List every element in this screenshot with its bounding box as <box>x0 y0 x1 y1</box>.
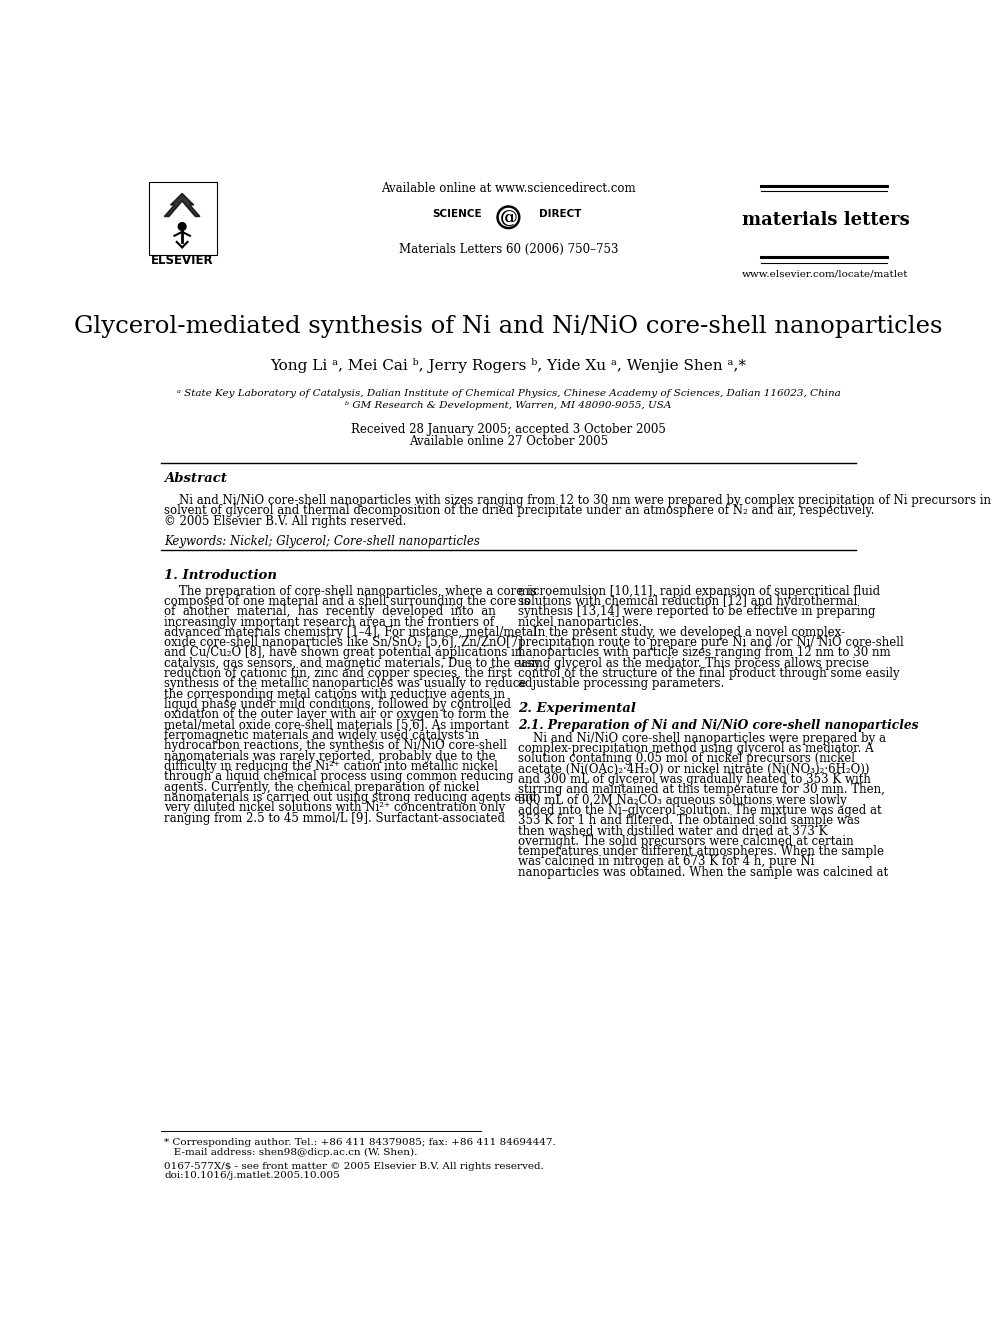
Text: hydrocarbon reactions, the synthesis of Ni/NiO core-shell: hydrocarbon reactions, the synthesis of … <box>165 740 507 753</box>
Text: Abstract: Abstract <box>165 472 227 484</box>
Text: difficulty in reducing the Ni²⁺ cation into metallic nickel: difficulty in reducing the Ni²⁺ cation i… <box>165 759 498 773</box>
Text: doi:10.1016/j.matlet.2005.10.005: doi:10.1016/j.matlet.2005.10.005 <box>165 1171 340 1180</box>
Text: In the present study, we developed a novel complex-: In the present study, we developed a nov… <box>518 626 845 639</box>
Text: SCIENCE: SCIENCE <box>433 209 482 220</box>
Text: Ni and Ni/NiO core-shell nanoparticles with sizes ranging from 12 to 30 nm were : Ni and Ni/NiO core-shell nanoparticles w… <box>165 493 992 507</box>
Text: control of the structure of the final product through some easily: control of the structure of the final pr… <box>518 667 900 680</box>
Text: precipitation route to prepare pure Ni and /or Ni/ NiO core-shell: precipitation route to prepare pure Ni a… <box>518 636 904 650</box>
Text: oxidation of the outer layer with air or oxygen to form the: oxidation of the outer layer with air or… <box>165 708 509 721</box>
Text: solvent of glycerol and thermal decomposition of the dried precipitate under an : solvent of glycerol and thermal decompos… <box>165 504 875 517</box>
Text: synthesis [13,14] were reported to be effective in preparing: synthesis [13,14] were reported to be ef… <box>518 605 875 618</box>
Text: 1. Introduction: 1. Introduction <box>165 569 278 582</box>
Text: synthesis of the metallic nanoparticles was usually to reduce: synthesis of the metallic nanoparticles … <box>165 677 527 691</box>
Text: nanoparticles with particle sizes ranging from 12 nm to 30 nm: nanoparticles with particle sizes rangin… <box>518 647 891 659</box>
Text: the corresponding metal cations with reductive agents in: the corresponding metal cations with red… <box>165 688 505 701</box>
Text: using glycerol as the mediator. This process allows precise: using glycerol as the mediator. This pro… <box>518 656 869 669</box>
Text: stirring and maintained at this temperature for 30 min. Then,: stirring and maintained at this temperat… <box>518 783 885 796</box>
Text: adjustable processing parameters.: adjustable processing parameters. <box>518 677 724 691</box>
Text: Received 28 January 2005; accepted 3 October 2005: Received 28 January 2005; accepted 3 Oct… <box>351 423 666 437</box>
Text: complex-precipitation method using glycerol as mediator. A: complex-precipitation method using glyce… <box>518 742 873 755</box>
Text: nickel nanoparticles.: nickel nanoparticles. <box>518 615 642 628</box>
Text: ·: · <box>541 209 543 218</box>
Text: DIRECT: DIRECT <box>539 209 581 220</box>
Text: and 300 mL of glycerol was gradually heated to 353 K with: and 300 mL of glycerol was gradually hea… <box>518 773 871 786</box>
Text: ferromagnetic materials and widely used catalysts in: ferromagnetic materials and widely used … <box>165 729 479 742</box>
Text: and Cu/Cu₂O [8], have shown great potential applications in: and Cu/Cu₂O [8], have shown great potent… <box>165 647 523 659</box>
Text: metal/metal oxide core-shell materials [5,6]. As important: metal/metal oxide core-shell materials [… <box>165 718 509 732</box>
Text: overnight. The solid precursors were calcined at certain: overnight. The solid precursors were cal… <box>518 835 853 848</box>
Text: 353 K for 1 h and filtered. The obtained solid sample was: 353 K for 1 h and filtered. The obtained… <box>518 814 860 827</box>
Text: Glycerol-mediated synthesis of Ni and Ni/NiO core-shell nanoparticles: Glycerol-mediated synthesis of Ni and Ni… <box>74 315 942 339</box>
Text: Yong Li ᵃ, Mei Cai ᵇ, Jerry Rogers ᵇ, Yide Xu ᵃ, Wenjie Shen ᵃ,*: Yong Li ᵃ, Mei Cai ᵇ, Jerry Rogers ᵇ, Yi… <box>271 357 746 373</box>
Text: * Corresponding author. Tel.: +86 411 84379085; fax: +86 411 84694447.: * Corresponding author. Tel.: +86 411 84… <box>165 1138 557 1147</box>
Polygon shape <box>165 193 200 217</box>
Text: Ni and Ni/NiO core-shell nanoparticles were prepared by a: Ni and Ni/NiO core-shell nanoparticles w… <box>518 732 886 745</box>
Text: 500 mL of 0.2M Na₂CO₃ aqueous solutions were slowly: 500 mL of 0.2M Na₂CO₃ aqueous solutions … <box>518 794 846 807</box>
Text: nanoparticles was obtained. When the sample was calcined at: nanoparticles was obtained. When the sam… <box>518 865 888 878</box>
Text: 2. Experimental: 2. Experimental <box>518 701 636 714</box>
Text: E-mail address: shen98@dicp.ac.cn (W. Shen).: E-mail address: shen98@dicp.ac.cn (W. Sh… <box>165 1148 418 1158</box>
Text: microemulsion [10,11], rapid expansion of supercritical fluid: microemulsion [10,11], rapid expansion o… <box>518 585 880 598</box>
Text: 0167-577X/$ - see front matter © 2005 Elsevier B.V. All rights reserved.: 0167-577X/$ - see front matter © 2005 El… <box>165 1162 545 1171</box>
Text: oxide core-shell nanoparticles like Sn/SnO₂ [5,6], Zn/ZnO[7]: oxide core-shell nanoparticles like Sn/S… <box>165 636 523 650</box>
Text: composed of one material and a shell surrounding the core is: composed of one material and a shell sur… <box>165 595 530 607</box>
Text: solution containing 0.05 mol of nickel precursors (nickel: solution containing 0.05 mol of nickel p… <box>518 753 855 765</box>
Text: added into the Ni–glycerol solution. The mixture was aged at: added into the Ni–glycerol solution. The… <box>518 804 881 816</box>
Circle shape <box>179 222 186 230</box>
Text: Available online 27 October 2005: Available online 27 October 2005 <box>409 435 608 448</box>
Text: reduction of cationic tin, zinc and copper species, the first: reduction of cationic tin, zinc and copp… <box>165 667 512 680</box>
Text: The preparation of core-shell nanoparticles, where a core is: The preparation of core-shell nanopartic… <box>165 585 537 598</box>
Text: of  another  material,  has  recently  developed  into  an: of another material, has recently develo… <box>165 605 496 618</box>
Text: ranging from 2.5 to 45 mmol/L [9]. Surfactant-associated: ranging from 2.5 to 45 mmol/L [9]. Surfa… <box>165 811 505 824</box>
Text: then washed with distilled water and dried at 373 K: then washed with distilled water and dri… <box>518 824 827 837</box>
Text: ᵇ GM Research & Development, Warren, MI 48090-9055, USA: ᵇ GM Research & Development, Warren, MI … <box>345 401 672 410</box>
Text: solutions with chemical reduction [12] and hydrothermal: solutions with chemical reduction [12] a… <box>518 595 857 607</box>
Text: through a liquid chemical process using common reducing: through a liquid chemical process using … <box>165 770 514 783</box>
Text: 2.1. Preparation of Ni and Ni/NiO core-shell nanoparticles: 2.1. Preparation of Ni and Ni/NiO core-s… <box>518 718 919 732</box>
Text: increasingly important research area in the frontiers of: increasingly important research area in … <box>165 615 494 628</box>
Text: was calcined in nitrogen at 673 K for 4 h, pure Ni: was calcined in nitrogen at 673 K for 4 … <box>518 856 814 868</box>
Text: Materials Letters 60 (2006) 750–753: Materials Letters 60 (2006) 750–753 <box>399 243 618 257</box>
Text: @: @ <box>499 210 518 228</box>
Text: Available online at www.sciencedirect.com: Available online at www.sciencedirect.co… <box>381 181 636 194</box>
Text: very diluted nickel solutions with Ni²⁺ concentration only: very diluted nickel solutions with Ni²⁺ … <box>165 802 506 814</box>
Text: catalysis, gas sensors, and magnetic materials. Due to the easy: catalysis, gas sensors, and magnetic mat… <box>165 656 541 669</box>
Text: temperatures under different atmospheres. When the sample: temperatures under different atmospheres… <box>518 845 884 859</box>
Text: Keywords: Nickel; Glycerol; Core-shell nanoparticles: Keywords: Nickel; Glycerol; Core-shell n… <box>165 534 480 548</box>
Text: ELSEVIER: ELSEVIER <box>151 254 213 267</box>
Text: advanced materials chemistry [1–4]. For instance, metal/metal: advanced materials chemistry [1–4]. For … <box>165 626 538 639</box>
Text: nanomaterials is carried out using strong reducing agents and: nanomaterials is carried out using stron… <box>165 791 537 804</box>
Text: materials letters: materials letters <box>741 212 910 229</box>
Text: nanomaterials was rarely reported, probably due to the: nanomaterials was rarely reported, proba… <box>165 750 496 762</box>
Text: acetate (Ni(OAc)₂·4H₂O) or nickel nitrate (Ni(NO₃)₂·6H₂O)): acetate (Ni(OAc)₂·4H₂O) or nickel nitrat… <box>518 762 869 775</box>
Text: liquid phase under mild conditions, followed by controlled: liquid phase under mild conditions, foll… <box>165 699 511 710</box>
Text: ᵃ State Key Laboratory of Catalysis, Dalian Institute of Chemical Physics, Chine: ᵃ State Key Laboratory of Catalysis, Dal… <box>177 389 840 398</box>
Text: © 2005 Elsevier B.V. All rights reserved.: © 2005 Elsevier B.V. All rights reserved… <box>165 515 407 528</box>
Text: www.elsevier.com/locate/matlet: www.elsevier.com/locate/matlet <box>742 270 909 279</box>
Text: agents. Currently, the chemical preparation of nickel: agents. Currently, the chemical preparat… <box>165 781 480 794</box>
